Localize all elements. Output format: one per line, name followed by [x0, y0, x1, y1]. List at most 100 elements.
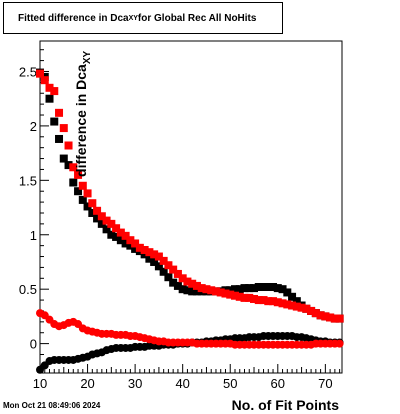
data-point-series-1: [83, 189, 92, 198]
data-point-series-1: [169, 265, 178, 274]
y-tick-label: 2.5: [19, 64, 37, 79]
data-point-series-1: [40, 76, 49, 85]
data-point-series-1: [45, 83, 54, 92]
data-point-series-1: [297, 303, 306, 312]
data-point-series-1: [173, 269, 182, 278]
data-point-series-0: [230, 285, 239, 294]
data-point-series-0: [93, 214, 102, 223]
data-point-series-0: [235, 285, 244, 294]
data-point-series-0: [164, 273, 173, 282]
data-point-series-1: [335, 314, 344, 323]
data-point-series-0: [192, 287, 201, 296]
data-point-series-1: [216, 288, 225, 297]
data-point-series-1: [316, 311, 325, 320]
data-point-series-1: [150, 250, 159, 259]
y-tick-label: 1.5: [19, 173, 37, 188]
data-point-series-1: [269, 297, 278, 306]
data-point-series-0: [264, 283, 273, 292]
data-point-series-1: [330, 314, 339, 323]
data-point-series-0: [45, 94, 54, 103]
timestamp: Mon Oct 21 08:49:06 2024: [3, 401, 101, 410]
chart-title-prefix: Fitted difference in Dca: [18, 12, 129, 24]
y-tick-label: 1: [30, 228, 37, 243]
data-point-series-1: [140, 245, 149, 254]
data-point-series-0: [55, 134, 64, 143]
chart-title-suffix: for Global Rec All NoHits: [137, 12, 257, 24]
data-point-series-1: [97, 212, 106, 221]
data-point-series-0: [169, 278, 178, 287]
data-point-series-1: [207, 286, 216, 295]
y-tick-label: 0: [30, 337, 37, 352]
data-point-series-0: [183, 286, 192, 295]
data-point-series-1: [273, 298, 282, 307]
data-point-series-0: [131, 244, 140, 253]
data-point-series-0: [250, 284, 259, 293]
x-tick-label: 10: [33, 376, 47, 391]
data-point-series-1: [202, 285, 211, 294]
data-point-series-1: [102, 216, 111, 225]
data-point-series-1: [178, 274, 187, 283]
data-point-series-0: [83, 202, 92, 211]
data-point-series-0: [178, 285, 187, 294]
data-point-series-0: [226, 286, 235, 295]
data-point-series-1: [74, 170, 83, 179]
x-tick-label: 60: [271, 376, 285, 391]
data-point-series-1: [107, 219, 116, 228]
data-point-series-0: [116, 236, 125, 245]
data-point-series-0: [292, 297, 301, 306]
data-point-series-0: [97, 219, 106, 228]
data-point-series-1: [55, 108, 64, 117]
data-point-series-1: [164, 261, 173, 270]
data-point-series-1: [245, 293, 254, 302]
data-point-series-1: [131, 239, 140, 248]
y-axis-label: difference in DcaXY: [73, 51, 93, 177]
data-point-series-0: [69, 178, 78, 187]
data-point-series-0: [240, 284, 249, 293]
data-point-series-1: [69, 163, 78, 172]
x-tick-label: 70: [318, 376, 332, 391]
data-point-series-1: [311, 309, 320, 318]
data-point-series-0: [59, 154, 68, 163]
y-axis-label-subscript: XY: [81, 50, 93, 65]
data-point-series-1: [93, 206, 102, 215]
data-point-series-3: [335, 339, 344, 348]
chart-title-subscript: XY: [128, 14, 138, 22]
data-point-series-1: [159, 256, 168, 265]
data-point-series-1: [321, 312, 330, 321]
x-tick-label: 30: [128, 376, 142, 391]
x-axis-label: No. of Fit Points: [231, 397, 339, 413]
data-point-series-0: [273, 284, 282, 293]
data-point-series-0: [159, 267, 168, 276]
data-point-series-0: [112, 232, 121, 241]
x-tick-label: 50: [223, 376, 237, 391]
data-point-series-1: [154, 252, 163, 261]
data-point-series-1: [183, 277, 192, 286]
data-point-series-1: [36, 69, 44, 78]
data-point-series-1: [192, 281, 201, 290]
data-point-series-0: [269, 283, 278, 292]
data-point-series-0: [145, 254, 154, 263]
data-point-series-1: [240, 293, 249, 302]
data-point-series-1: [288, 301, 297, 310]
chart-title-box: Fitted difference in Dca XY for Global Re…: [3, 2, 283, 34]
data-point-series-0: [283, 288, 292, 297]
data-point-series-1: [259, 296, 268, 305]
data-point-series-1: [254, 296, 263, 305]
data-point-series-1: [88, 199, 97, 208]
data-point-series-1: [78, 181, 87, 190]
data-point-series-0: [140, 250, 149, 259]
data-point-series-0: [154, 262, 163, 271]
data-point-series-1: [197, 284, 206, 293]
data-point-series-1: [278, 299, 287, 308]
y-tick-label: 0.5: [19, 282, 37, 297]
data-point-series-1: [307, 306, 316, 315]
data-point-series-0: [254, 283, 263, 292]
data-point-series-0: [88, 208, 97, 217]
data-point-series-1: [135, 243, 144, 252]
x-tick-label: 20: [80, 376, 94, 391]
data-point-series-0: [64, 161, 73, 170]
data-point-series-1: [235, 292, 244, 301]
data-point-series-0: [278, 285, 287, 294]
data-point-series-1: [292, 302, 301, 311]
y-axis-label-text: difference in Dca: [73, 64, 90, 177]
